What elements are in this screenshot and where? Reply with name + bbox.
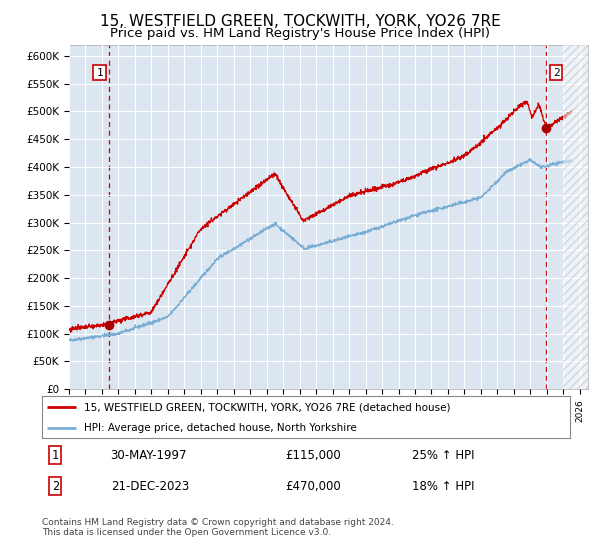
Text: 1: 1 bbox=[52, 449, 59, 462]
Text: 2: 2 bbox=[52, 480, 59, 493]
Text: £115,000: £115,000 bbox=[285, 449, 341, 462]
Text: Price paid vs. HM Land Registry's House Price Index (HPI): Price paid vs. HM Land Registry's House … bbox=[110, 27, 490, 40]
Text: 18% ↑ HPI: 18% ↑ HPI bbox=[412, 480, 474, 493]
Text: 1: 1 bbox=[96, 68, 103, 78]
Text: 21-DEC-2023: 21-DEC-2023 bbox=[110, 480, 189, 493]
Text: Contains HM Land Registry data © Crown copyright and database right 2024.
This d: Contains HM Land Registry data © Crown c… bbox=[42, 518, 394, 538]
Text: £470,000: £470,000 bbox=[285, 480, 341, 493]
Text: 2: 2 bbox=[553, 68, 560, 78]
Text: 15, WESTFIELD GREEN, TOCKWITH, YORK, YO26 7RE: 15, WESTFIELD GREEN, TOCKWITH, YORK, YO2… bbox=[100, 14, 500, 29]
Text: 30-MAY-1997: 30-MAY-1997 bbox=[110, 449, 187, 462]
Bar bbox=[563, 45, 588, 389]
Text: HPI: Average price, detached house, North Yorkshire: HPI: Average price, detached house, Nort… bbox=[84, 423, 357, 433]
Text: 15, WESTFIELD GREEN, TOCKWITH, YORK, YO26 7RE (detached house): 15, WESTFIELD GREEN, TOCKWITH, YORK, YO2… bbox=[84, 402, 451, 412]
Text: 25% ↑ HPI: 25% ↑ HPI bbox=[412, 449, 474, 462]
